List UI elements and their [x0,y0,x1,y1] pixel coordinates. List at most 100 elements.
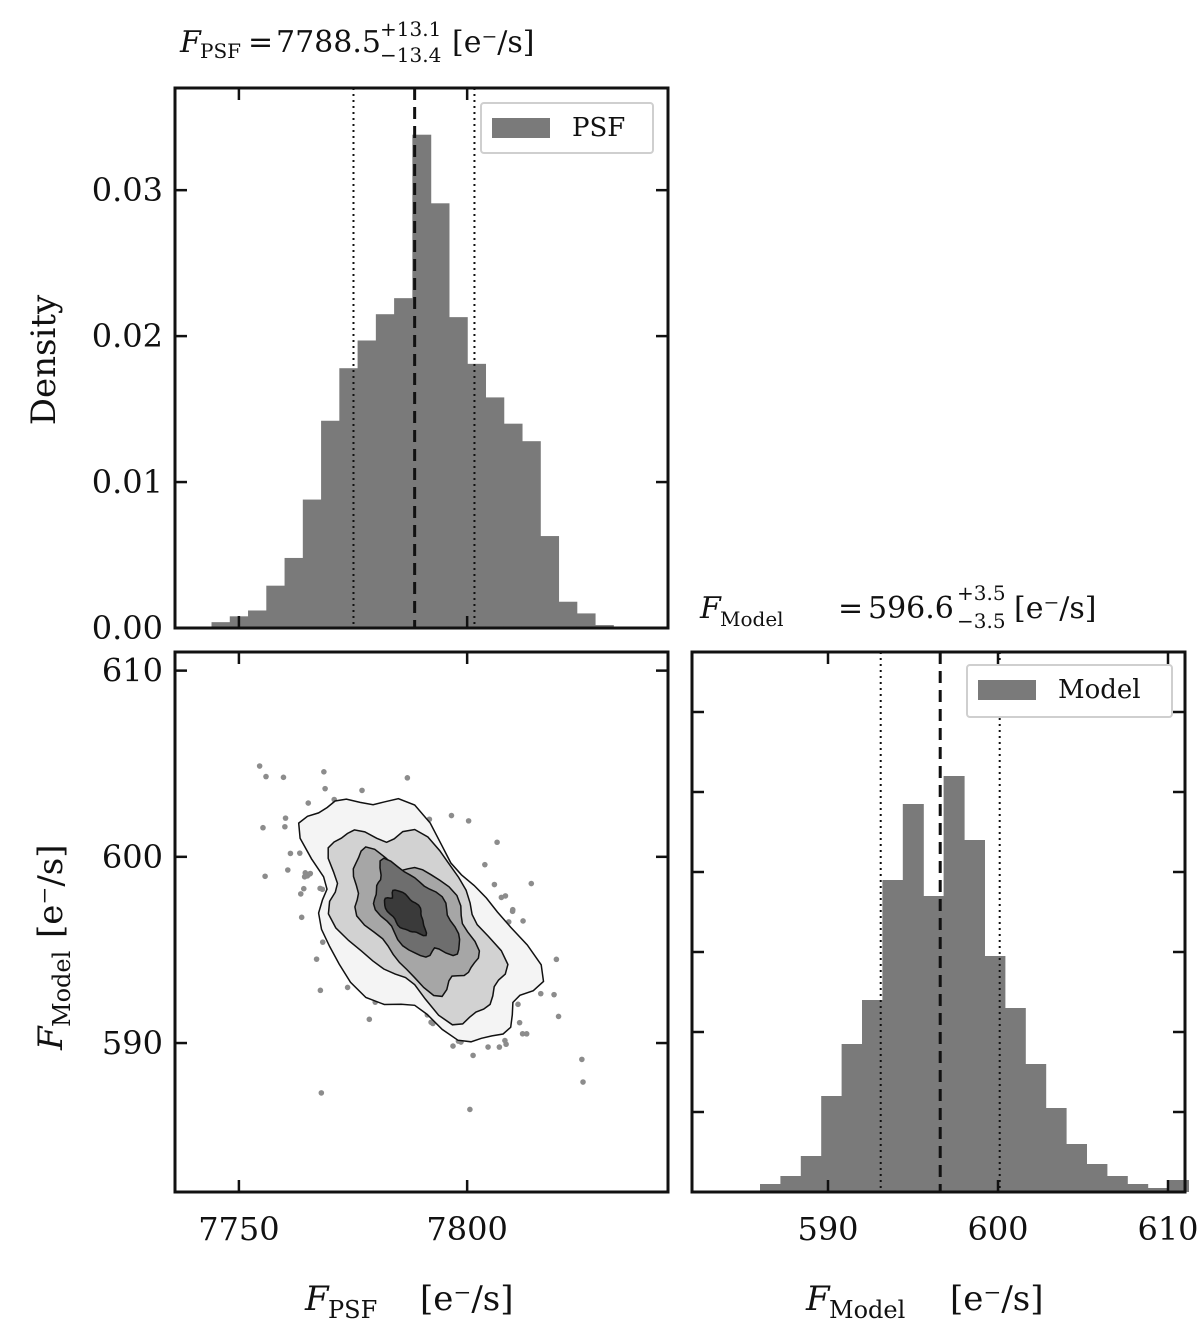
psf-title-sup: +13.1 [380,17,441,41]
y-tick-label: 0.00 [92,609,163,647]
model-title-eq: = [838,591,863,626]
joint-contours [297,797,545,1043]
hist-bar [1045,1108,1067,1192]
contour-level [383,889,428,937]
scatter-point [307,870,314,877]
model-xlabel-unit: [e⁻/s] [950,1279,1044,1319]
y-tick-label: 0.03 [92,171,163,209]
hist-bar [503,423,523,628]
joint-xlabel-unit: [e⁻/s] [420,1279,514,1319]
psf-legend-label: PSF [572,113,625,143]
hist-bar [540,536,560,628]
hist-bar [1106,1176,1128,1192]
scatter-point [467,1106,473,1113]
hist-bar [266,585,286,628]
scatter-point [366,1016,373,1023]
scatter-point [263,773,269,780]
hist-bar [448,317,468,628]
scatter-point [509,908,516,915]
y-tick-label: 600 [102,838,163,876]
scatter-point [448,812,455,819]
scatter-point [404,775,411,781]
scatter-point [319,939,326,945]
model-title-num: 596.6 [868,591,954,626]
model-legend-label: Model [1058,675,1141,705]
psf-quantile-lines [352,88,476,628]
x-tick-label: 7750 [198,1210,279,1248]
model-frame [690,650,1187,1194]
hist-bar [394,298,413,628]
psf-ylabel: Density [24,294,64,425]
scatter-point [282,823,288,830]
y-tick-label: 0.02 [92,317,163,355]
joint-frame [173,650,670,1194]
hist-bar [321,420,340,628]
y-tick-label: 0.01 [92,463,163,501]
psf-title-unit: [e⁻/s] [452,25,535,60]
hist-bar [984,956,1006,1192]
scatter-point [516,1019,523,1026]
scatter-point [300,885,307,892]
scatter-point [519,1030,526,1037]
hist-bar [964,840,985,1192]
model-bars [760,776,1189,1192]
scatter-point [491,881,498,888]
scatter-point [579,1056,585,1063]
hist-bar [521,441,541,628]
scatter-point [498,894,505,901]
joint-xlabel-var: F [304,1279,330,1319]
psf-title-inf: −13.4 [380,43,441,67]
model-xlabel: F Model [e⁻/s] [805,1279,1044,1324]
scatter-point [256,763,263,769]
joint-y-ticks: 590 600 610 [102,652,668,1062]
hist-bar [1004,1008,1026,1192]
psf-title-num: 7788.5 [276,25,381,60]
scatter-point [580,1079,586,1085]
scatter-point [319,886,326,893]
hist-bar [485,397,505,628]
model-legend: Model [966,664,1173,718]
hist-bar [902,804,924,1192]
scatter-point [260,824,266,831]
model-quantile-lines [879,652,1001,1192]
scatter-point [344,984,351,991]
joint-xlabel-sub: PSF [328,1296,377,1324]
scatter-point [496,1044,503,1050]
joint-xlabel: F PSF [e⁻/s] [304,1279,514,1324]
x-tick-label: 610 [1137,1210,1198,1248]
scatter-point [302,870,309,876]
x-tick-label: 600 [967,1210,1028,1248]
scatter-point [262,873,268,880]
model-title-subscript: Model [720,607,784,631]
psf-frame [173,86,670,630]
scatter-point [523,1031,530,1037]
hist-bar [760,1184,781,1192]
joint-ylabel-sub: Model [48,951,76,1027]
psf-histogram-panel: F PSF = 7788.5 +13.1 −13.4 [e⁻/s] 0.000.… [24,17,670,647]
scatter-point [494,839,500,846]
scatter-point [553,956,560,963]
hist-bar [882,880,904,1192]
psf-legend-box [480,102,654,154]
scatter-point [322,785,328,792]
scatter-point [485,1044,491,1050]
model-title-unit: [e⁻/s] [1014,591,1097,626]
hist-bar [780,1176,802,1192]
scatter-point [313,956,320,962]
hist-bar [800,1156,822,1192]
scatter-point [551,991,557,998]
psf-y-ticks: 0.00 0.01 0.02 0.03 [92,88,668,647]
hist-bar [412,134,432,628]
hist-bar [1066,1144,1087,1192]
psf-legend-swatch [492,118,550,138]
scatter-point [482,861,488,868]
psf-title-parts: F PSF = 7788.5 +13.1 −13.4 [e⁻/s] [179,17,535,67]
hist-bar [1147,1188,1169,1192]
hist-bar [1127,1184,1149,1192]
x-tick-label: 7800 [426,1210,507,1248]
model-xlabel-var: F [805,1279,831,1319]
hist-bar [430,203,450,628]
scatter-point [282,815,289,821]
scatter-point [321,769,327,775]
model-title-parts: F Model = 596.6 +3.5 −3.5 [e⁻/s] [699,581,1097,633]
